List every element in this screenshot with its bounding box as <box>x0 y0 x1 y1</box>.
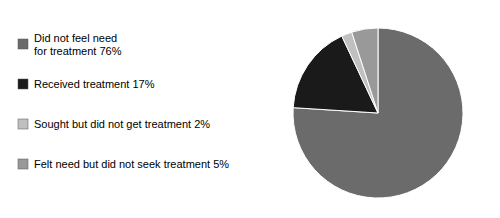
svg-text:Received treatment 17%: Received treatment 17% <box>34 78 155 90</box>
svg-text:Sought but did not get treatme: Sought but did not get treatment 2% <box>34 118 210 130</box>
svg-text:Did not feel needfor treatment: Did not feel needfor treatment 76% <box>34 32 122 57</box>
svg-text:Felt need but did not seek tre: Felt need but did not seek treatment 5% <box>34 158 229 170</box>
